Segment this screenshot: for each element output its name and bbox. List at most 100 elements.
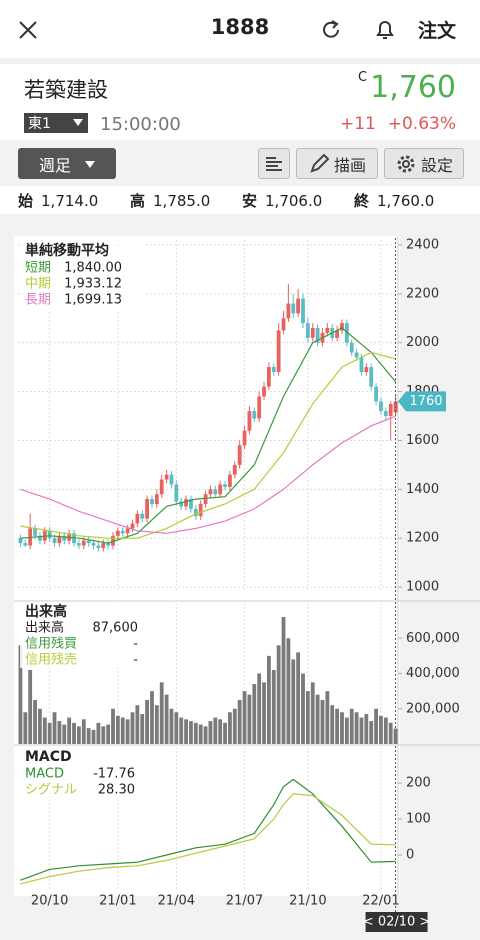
candle-body	[106, 543, 111, 546]
volume-bar	[379, 715, 383, 744]
candle-body	[296, 298, 301, 314]
legend-name: 信用残買	[25, 637, 77, 652]
ohlc-item: 高 1,785.0	[130, 190, 210, 211]
volume-bar	[218, 719, 223, 744]
volume-bar	[310, 682, 315, 744]
volume-bar	[28, 669, 33, 744]
candle-body	[364, 367, 369, 372]
candle-body	[262, 386, 266, 397]
gear-icon	[397, 155, 415, 172]
candle-body	[76, 543, 81, 546]
volume-bar	[38, 708, 42, 744]
bell-icon[interactable]	[374, 18, 396, 42]
volume-bar	[91, 729, 96, 744]
volume-bar	[271, 669, 276, 744]
candle-body	[208, 489, 213, 495]
volume-bar	[232, 708, 237, 744]
candle-body	[47, 530, 52, 539]
volume-bar	[257, 673, 262, 744]
ohlc-label: 高	[130, 192, 146, 210]
volume-bar	[340, 712, 344, 744]
volume-bar	[291, 659, 296, 744]
x-tick-label: 21/07	[226, 894, 263, 909]
legend-name: 中期	[25, 277, 51, 292]
candle-body	[379, 401, 383, 412]
candle-body	[86, 540, 91, 544]
moving-average-line	[20, 415, 396, 534]
price: 1,760	[370, 70, 456, 105]
candle-body	[325, 328, 330, 333]
candle-body	[349, 342, 354, 353]
candle-body	[276, 330, 281, 372]
volume-bar	[62, 724, 67, 744]
volume-bar	[18, 645, 23, 744]
volume-bar	[237, 699, 242, 744]
y-tick-label: 1600	[406, 433, 439, 448]
candle-body	[223, 484, 227, 487]
volume-bar	[33, 699, 37, 744]
legend-value: 87,600	[93, 621, 139, 636]
candle-body	[340, 323, 344, 331]
volume-bar	[203, 726, 208, 744]
legend-box	[20, 241, 146, 311]
ohlc-label: 安	[242, 192, 258, 210]
volume-bar	[208, 721, 213, 744]
candle-body	[164, 474, 169, 480]
change-percent: +0.63%	[387, 114, 456, 134]
ohlc-value: 1,760.0	[377, 192, 435, 210]
draw-label: 描画	[333, 155, 366, 175]
volume-bar	[242, 691, 247, 744]
candle-body	[266, 367, 271, 387]
volume-bar	[159, 682, 164, 744]
date-label: < 02/10 >	[363, 915, 431, 930]
price-flag-label: 1760	[409, 394, 442, 409]
volume-bar	[174, 712, 179, 744]
indicator-button[interactable]	[258, 148, 290, 179]
legend-name: 長期	[25, 293, 51, 308]
pen-icon	[310, 153, 330, 173]
x-tick-label: 22/01	[362, 894, 399, 909]
volume-bar	[135, 705, 140, 744]
volume-bar	[193, 722, 198, 744]
volume-bar	[262, 682, 266, 744]
volume-bar	[344, 717, 349, 744]
candle-body	[52, 538, 57, 544]
volume-bar	[23, 712, 28, 744]
volume-bar	[281, 617, 286, 744]
market-select[interactable]: 東1	[24, 113, 88, 133]
order-button[interactable]: 注文	[418, 20, 457, 42]
candle-body	[344, 323, 349, 343]
volume-bar	[189, 721, 193, 744]
settings-button[interactable]: 設定	[384, 148, 464, 179]
moving-average-line	[20, 351, 396, 539]
candle-body	[281, 318, 286, 331]
volume-bar	[325, 691, 330, 744]
y-tick-label: 200,000	[406, 701, 460, 716]
candle-body	[33, 528, 37, 536]
volume-bar	[276, 645, 281, 744]
period-select[interactable]: 週足	[18, 148, 116, 179]
candle-body	[252, 411, 257, 419]
candle-body	[125, 528, 130, 534]
refresh-icon[interactable]	[320, 19, 342, 41]
draw-button[interactable]: 描画	[296, 148, 378, 179]
volume-bar	[86, 728, 91, 744]
candle-body	[62, 535, 67, 541]
volume-bar	[164, 694, 169, 744]
legend-title: 単純移動平均	[25, 242, 109, 259]
legend-value: 28.30	[98, 783, 135, 798]
legend-name: 信用残売	[25, 652, 77, 668]
y-tick-label: 600,000	[406, 631, 460, 646]
close-flag: C	[358, 70, 368, 85]
y-tick-label: 200	[406, 776, 431, 791]
volume-bar	[184, 719, 188, 744]
volume-bar	[140, 714, 145, 744]
volume-bar	[320, 699, 325, 744]
volume-bar	[57, 721, 62, 744]
bars-icon	[266, 156, 282, 171]
candle-body	[232, 464, 237, 475]
candle-body	[242, 430, 247, 446]
close-icon[interactable]	[18, 20, 38, 40]
candle-body	[81, 540, 86, 546]
